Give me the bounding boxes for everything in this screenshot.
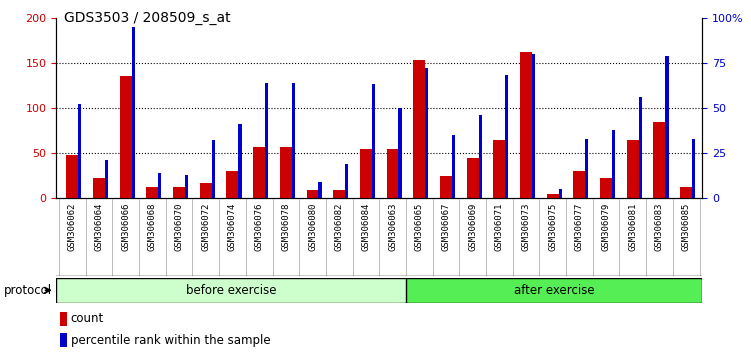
Bar <box>600 178 612 198</box>
Text: GSM306076: GSM306076 <box>255 202 264 251</box>
Bar <box>612 130 615 198</box>
Text: GSM306064: GSM306064 <box>95 202 104 251</box>
Text: GSM306062: GSM306062 <box>68 202 77 251</box>
Bar <box>372 85 375 198</box>
Bar <box>585 139 589 198</box>
Bar <box>345 164 348 198</box>
Bar <box>280 147 292 198</box>
Text: GSM306084: GSM306084 <box>361 202 370 251</box>
Text: GSM306078: GSM306078 <box>282 202 291 251</box>
Bar <box>93 178 105 198</box>
Text: GSM306083: GSM306083 <box>655 202 664 251</box>
Bar <box>185 175 189 198</box>
Text: GSM306068: GSM306068 <box>148 202 157 251</box>
Bar <box>227 171 239 198</box>
Text: GDS3503 / 208509_s_at: GDS3503 / 208509_s_at <box>64 11 231 25</box>
Bar <box>574 171 586 198</box>
Text: GSM306082: GSM306082 <box>335 202 344 251</box>
Bar <box>425 68 428 198</box>
Bar <box>547 194 559 198</box>
Bar <box>59 333 68 347</box>
Bar <box>146 187 158 198</box>
Text: GSM306065: GSM306065 <box>415 202 424 251</box>
Bar <box>173 187 185 198</box>
Text: GSM306085: GSM306085 <box>682 202 691 251</box>
Bar <box>406 278 702 303</box>
Text: GSM306079: GSM306079 <box>602 202 611 251</box>
Text: GSM306069: GSM306069 <box>468 202 477 251</box>
Text: GSM306080: GSM306080 <box>308 202 317 251</box>
Text: GSM306081: GSM306081 <box>629 202 638 251</box>
Bar <box>653 121 665 198</box>
Bar <box>440 176 452 198</box>
Bar <box>452 135 455 198</box>
Bar <box>692 139 695 198</box>
Bar <box>119 76 131 198</box>
Bar <box>505 75 508 198</box>
Text: GSM306074: GSM306074 <box>228 202 237 251</box>
Bar <box>478 115 481 198</box>
Text: GSM306063: GSM306063 <box>388 202 397 251</box>
Bar <box>680 187 692 198</box>
Bar <box>532 54 535 198</box>
Bar <box>333 190 345 198</box>
Bar <box>291 83 295 198</box>
Bar <box>200 183 212 198</box>
Text: protocol: protocol <box>4 284 52 297</box>
Text: GSM306073: GSM306073 <box>521 202 530 251</box>
Text: GSM306070: GSM306070 <box>174 202 183 251</box>
Bar <box>212 141 215 198</box>
Bar <box>158 173 161 198</box>
Bar <box>318 182 321 198</box>
Text: before exercise: before exercise <box>186 284 276 297</box>
Bar <box>627 139 639 198</box>
Bar <box>56 278 406 303</box>
Bar <box>265 83 268 198</box>
Bar <box>131 27 134 198</box>
Bar <box>466 158 478 198</box>
Text: GSM306072: GSM306072 <box>201 202 210 251</box>
Bar <box>238 124 242 198</box>
Bar <box>360 149 372 198</box>
Text: count: count <box>71 312 104 325</box>
Bar <box>638 97 642 198</box>
Bar <box>413 60 425 198</box>
Bar <box>665 56 668 198</box>
Text: GSM306066: GSM306066 <box>121 202 130 251</box>
Text: percentile rank within the sample: percentile rank within the sample <box>71 334 270 347</box>
Bar <box>59 312 68 326</box>
Text: GSM306071: GSM306071 <box>495 202 504 251</box>
Bar <box>105 160 108 198</box>
Bar <box>78 104 81 198</box>
Text: GSM306067: GSM306067 <box>442 202 451 251</box>
Bar <box>493 139 505 198</box>
Bar <box>520 52 532 198</box>
Bar <box>66 155 78 198</box>
Bar <box>559 189 562 198</box>
Text: after exercise: after exercise <box>514 284 595 297</box>
Text: GSM306075: GSM306075 <box>548 202 557 251</box>
Bar <box>253 147 265 198</box>
Bar <box>306 190 318 198</box>
Bar <box>387 149 399 198</box>
Text: GSM306077: GSM306077 <box>575 202 584 251</box>
Bar <box>399 108 402 198</box>
